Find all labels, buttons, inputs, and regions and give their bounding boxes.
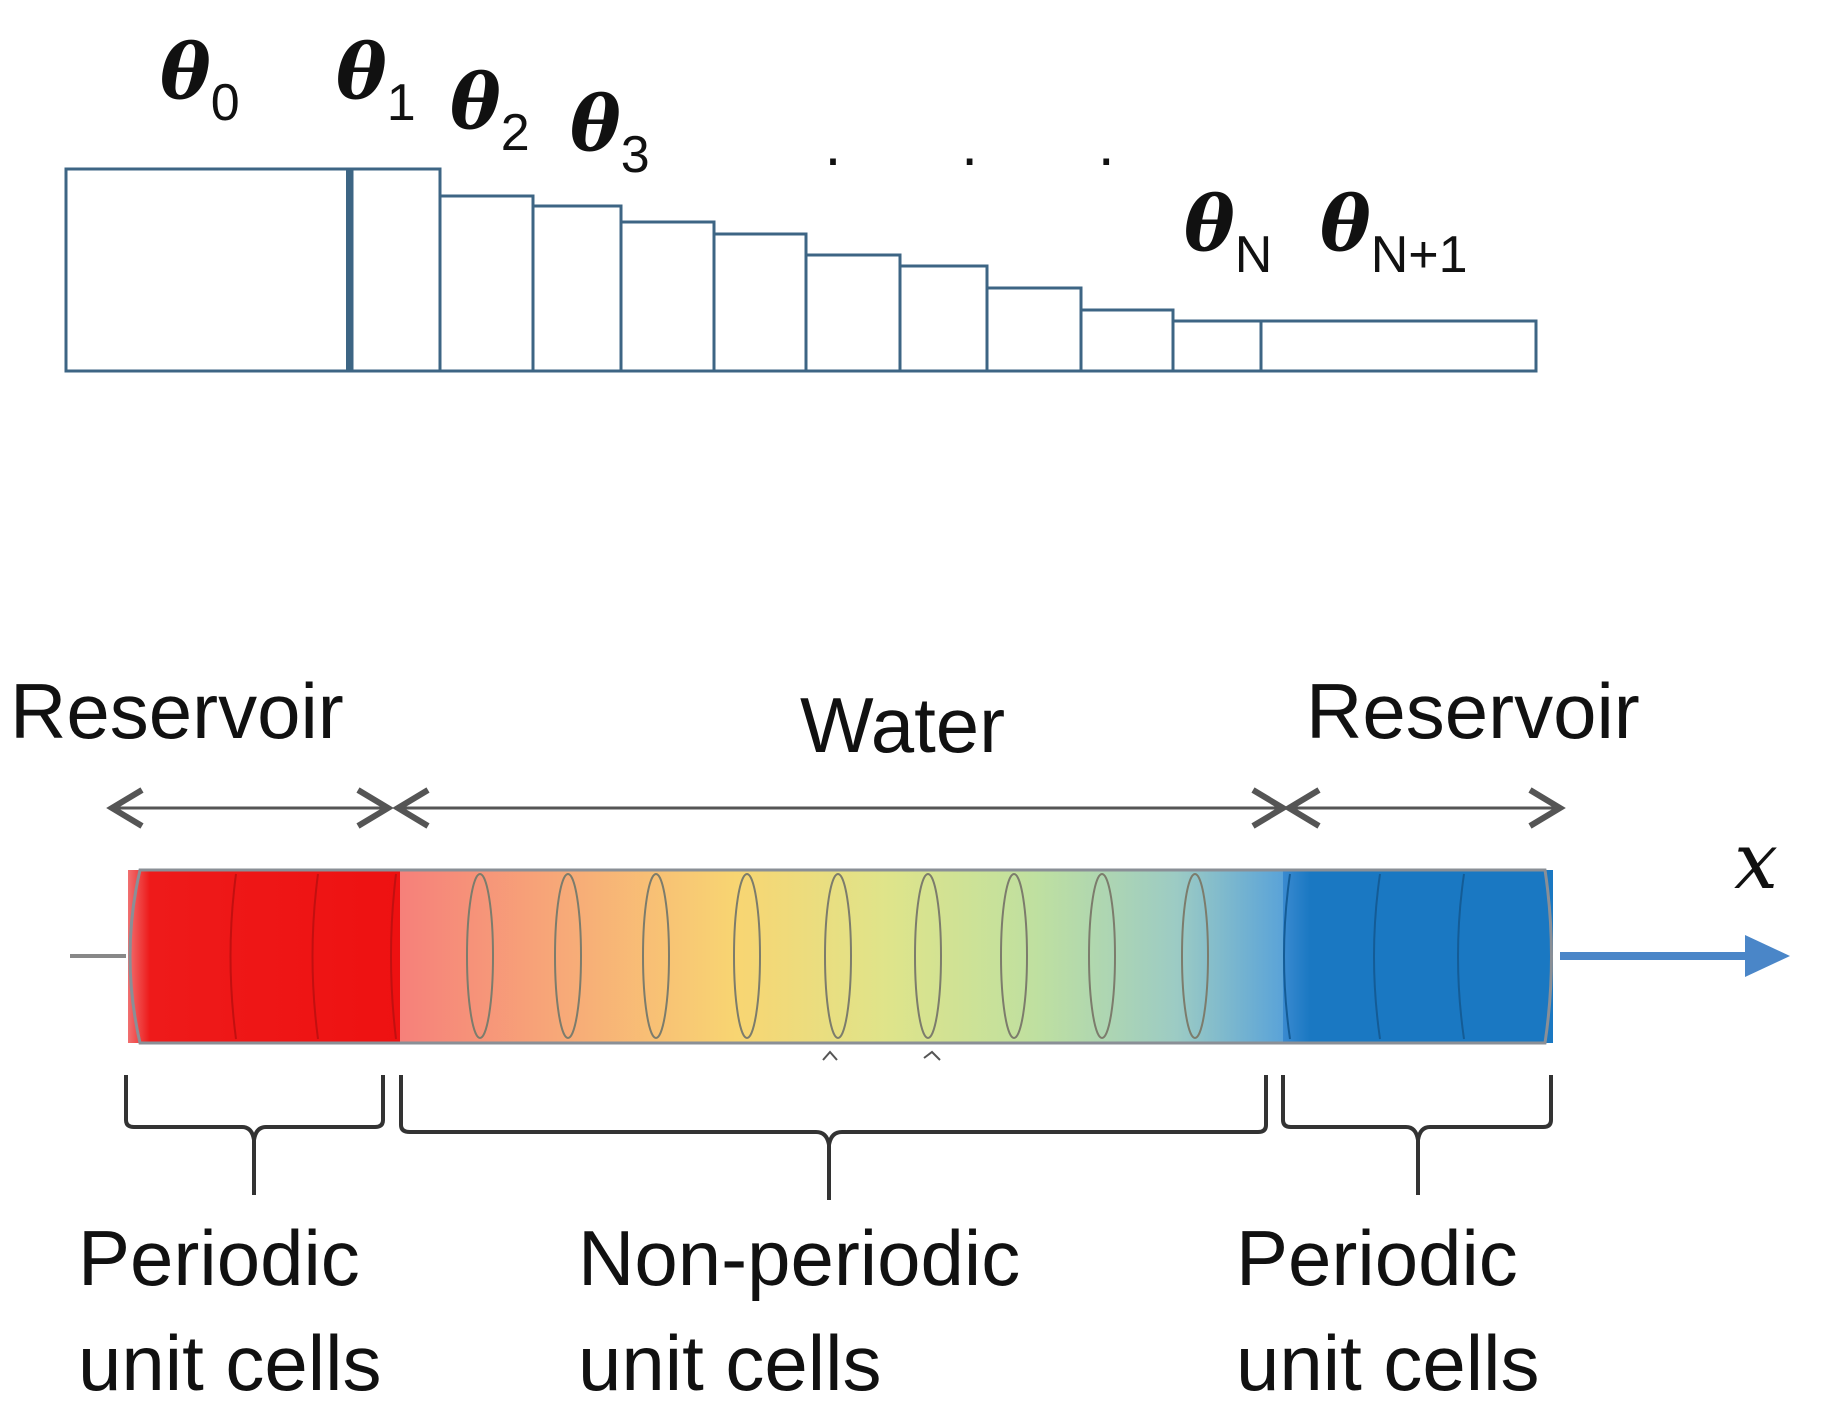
water-cell-dividers	[466, 873, 1209, 1039]
cell-theta-0	[64, 167, 351, 373]
label-nonperiodic-line2: unit cells	[578, 1319, 881, 1407]
theta-labels: θ0 θ1 θ2 θ3 θN θN+1 · · ·	[160, 27, 1468, 284]
cell-theta-2	[438, 194, 535, 373]
label-water: Water	[800, 681, 1005, 769]
cell-theta-6	[804, 253, 902, 373]
cell-theta-7	[898, 264, 989, 373]
label-reservoir-right: Reservoir	[1306, 667, 1640, 755]
label-periodic-left-line1: Periodic	[78, 1214, 360, 1302]
cell-theta-9	[1079, 308, 1175, 373]
x-axis-arrowhead	[1745, 935, 1790, 977]
cell-theta-4	[619, 220, 716, 373]
brace-labels: Periodic unit cells Non-periodic unit ce…	[78, 1214, 1539, 1407]
brace-left	[124, 1075, 385, 1195]
hot-cell-dividers	[229, 873, 397, 1040]
braces	[124, 1075, 1553, 1200]
cylinder	[128, 868, 1553, 1061]
cell-theta-3	[531, 204, 623, 373]
label-theta-2: θ2	[450, 57, 530, 162]
cell-theta-1	[350, 167, 442, 373]
small-tick-2	[923, 1050, 941, 1061]
cold-cell-dividers	[1283, 873, 1465, 1040]
label-theta-N: θN	[1184, 179, 1272, 284]
staircase-cells	[64, 167, 1538, 373]
cell-theta-N	[1171, 319, 1263, 373]
brace-right	[1281, 1075, 1553, 1195]
x-axis-label: x	[1734, 817, 1778, 907]
label-periodic-right-line2: unit cells	[1236, 1319, 1539, 1407]
region-labels: Reservoir Water Reservoir	[10, 667, 1640, 769]
small-tick-1	[822, 1050, 838, 1061]
label-nonperiodic-line1: Non-periodic	[578, 1214, 1020, 1302]
label-theta-3: θ3	[570, 79, 650, 184]
label-theta-1: θ1	[336, 27, 416, 132]
segment-reservoir-cold	[1283, 870, 1553, 1043]
segment-reservoir-hot	[128, 870, 400, 1043]
cell-theta-N-plus-1	[1259, 319, 1538, 373]
segment-water-gradient	[400, 870, 1283, 1043]
label-theta-0: θ0	[160, 27, 240, 132]
brace-middle	[399, 1075, 1268, 1200]
cylinder-outline	[128, 868, 1553, 1045]
label-periodic-right-line1: Periodic	[1236, 1214, 1518, 1302]
label-theta-N-plus-1: θN+1	[1320, 179, 1468, 284]
cell-theta-8	[985, 286, 1083, 373]
label-reservoir-left: Reservoir	[10, 667, 344, 755]
label-periodic-left-line2: unit cells	[78, 1319, 381, 1407]
ellipsis-dots: · · ·	[823, 124, 1166, 191]
cell-theta-5	[712, 232, 808, 373]
